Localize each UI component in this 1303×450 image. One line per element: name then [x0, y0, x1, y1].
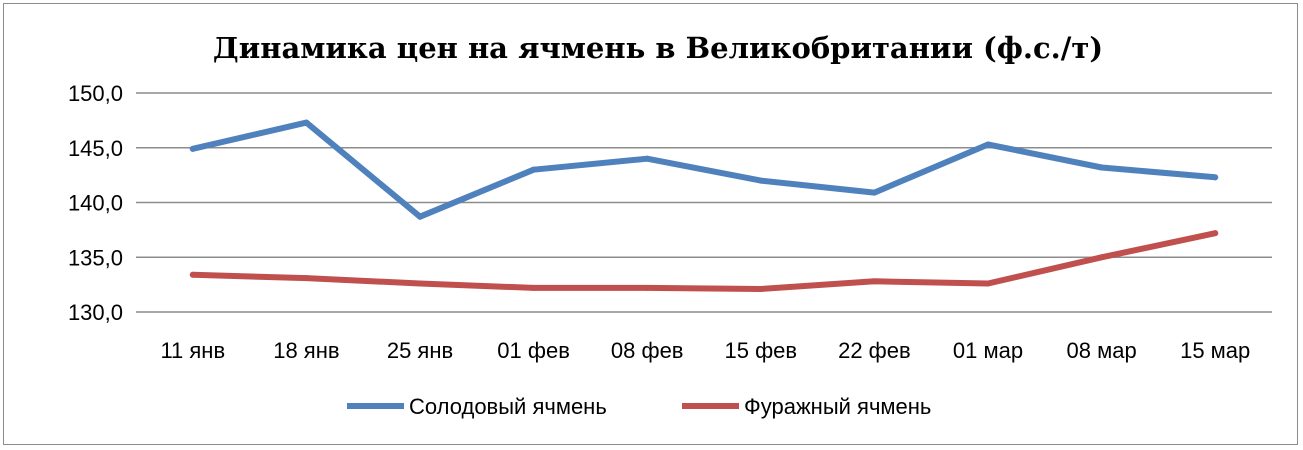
data-point	[1098, 164, 1105, 171]
x-tick-label: 01 мар	[953, 338, 1023, 363]
data-point	[1098, 254, 1105, 261]
data-point	[189, 145, 196, 152]
x-tick-label: 15 фев	[724, 338, 797, 363]
data-point	[871, 278, 878, 285]
legend-label: Солодовый ячмень	[409, 394, 607, 419]
y-tick-label: 135,0	[68, 245, 123, 270]
y-tick-label: 140,0	[68, 191, 123, 216]
data-point	[303, 275, 310, 282]
data-point	[1212, 174, 1219, 181]
data-point	[530, 166, 537, 173]
data-point	[985, 280, 991, 287]
series-line-1	[189, 119, 1219, 220]
x-tick-label: 18 янв	[273, 338, 339, 363]
data-point	[757, 286, 764, 293]
x-tick-label: 08 фев	[611, 338, 684, 363]
data-point	[644, 155, 651, 162]
chart-title: Динамика цен на ячмень в Великобритании …	[213, 31, 1103, 65]
series-lines	[189, 119, 1219, 293]
data-point	[985, 141, 991, 148]
y-tick-label: 150,0	[68, 81, 123, 106]
x-tick-label: 25 янв	[387, 338, 453, 363]
data-point	[757, 177, 764, 184]
x-axis-ticks: 11 янв 18 янв 25 янв 01 фев 08 фев 15 фев 22 ф…	[160, 338, 1250, 363]
x-tick-label: 01 фев	[497, 338, 570, 363]
data-point	[871, 189, 878, 196]
gridlines	[136, 92, 1272, 313]
chart-frame: Динамика цен на ячмень в Великобритании …	[3, 3, 1298, 445]
y-tick-label: 145,0	[68, 136, 123, 161]
legend: Солодовый ячмень Фуражный ячмень	[347, 394, 931, 419]
x-tick-label: 08 мар	[1067, 338, 1137, 363]
data-point	[417, 280, 423, 287]
line-chart: Динамика цен на ячмень в Великобритании …	[68, 31, 1272, 419]
y-tick-label: 130,0	[68, 300, 123, 325]
data-point	[530, 284, 537, 291]
data-point	[1212, 230, 1219, 237]
x-tick-label: 22 фев	[838, 338, 911, 363]
data-point	[303, 119, 310, 126]
data-point	[417, 213, 423, 220]
legend-label: Фуражный ячмень	[744, 394, 931, 419]
y-axis-ticks: 130,0 135,0 140,0 145,0 150,0	[68, 81, 123, 325]
data-point	[189, 271, 196, 278]
data-point	[644, 284, 651, 291]
series-line-2	[189, 230, 1219, 292]
x-tick-label: 11 янв	[160, 338, 225, 363]
x-tick-label: 15 мар	[1180, 338, 1250, 363]
